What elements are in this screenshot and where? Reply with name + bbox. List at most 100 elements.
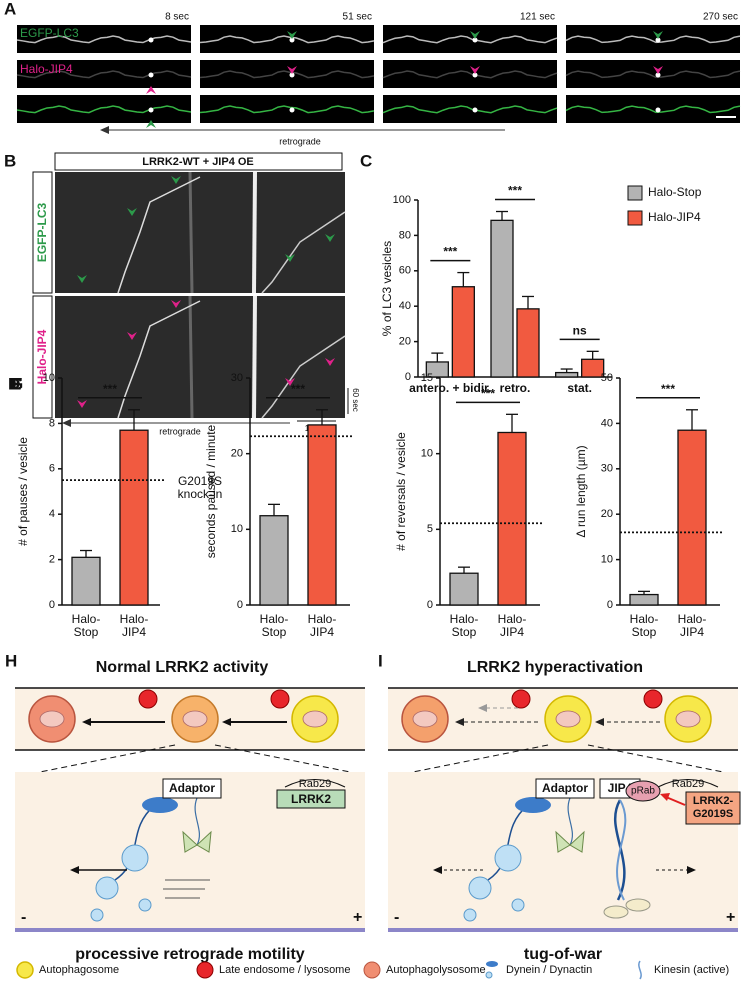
- bar: [677, 429, 707, 606]
- arrowhead: [222, 718, 231, 726]
- x-tick-label: Halo-Stop: [72, 612, 101, 639]
- kymo-trace: [117, 176, 201, 294]
- direction-label: retrograde: [159, 426, 201, 436]
- mitochondrion: [182, 710, 208, 728]
- dynein-head: [90, 908, 104, 922]
- arrowhead: [285, 378, 295, 386]
- y-tick-label: 8: [49, 417, 55, 429]
- panel-label: H: [5, 651, 17, 670]
- text-line: Stop: [262, 625, 287, 639]
- legend-icon: [638, 960, 642, 980]
- plus-end: +: [353, 909, 362, 926]
- legend-swatch: [627, 210, 643, 226]
- y-axis-label: Δ run length (µm): [574, 445, 588, 537]
- zoom-line: [214, 744, 351, 773]
- arrowhead: [653, 66, 663, 74]
- micrograph: [200, 95, 374, 123]
- text-line: Stop: [74, 625, 99, 639]
- vesicle: [148, 72, 154, 78]
- text-line: Halo-: [630, 612, 659, 626]
- y-tick-label: 15: [421, 372, 433, 384]
- text-line: Stop: [452, 625, 477, 639]
- bar: [490, 219, 514, 378]
- dynactin: [142, 797, 178, 813]
- significance-label: ***: [443, 245, 457, 259]
- time-label: 8 sec: [165, 12, 189, 23]
- caption: tug-of-war: [524, 946, 602, 963]
- dynein-head: [138, 898, 152, 912]
- text-line: JIP4: [122, 625, 146, 639]
- bar: [71, 556, 101, 606]
- y-tick-label: 30: [231, 372, 243, 384]
- mitochondrion: [302, 710, 328, 728]
- arrowhead: [62, 419, 71, 427]
- y-tick-label: 2: [49, 554, 55, 566]
- arrowhead: [470, 31, 480, 39]
- neurite: [382, 35, 558, 44]
- kymo-trace: [252, 171, 257, 294]
- text-line: Halo-: [260, 612, 289, 626]
- rab-cap: [284, 779, 346, 788]
- arrowhead: [478, 704, 487, 712]
- x-tick-label: Halo-Stop: [630, 612, 659, 639]
- y-tick-label: 10: [43, 372, 55, 384]
- dynein-head: [463, 908, 477, 922]
- text-line: Stop: [632, 625, 657, 639]
- text-line: Halo-: [498, 612, 527, 626]
- arrowhead: [653, 31, 663, 39]
- y-tick-label: 10: [421, 448, 433, 460]
- y-tick-label: 0: [607, 599, 613, 611]
- header-box: [54, 152, 343, 171]
- vesicle: [655, 37, 661, 43]
- late-endosome: [270, 689, 290, 709]
- minus-end: -: [21, 909, 26, 926]
- panel-title: LRRK2 hyperactivation: [467, 659, 643, 676]
- neurite: [199, 70, 375, 79]
- text-line: knock-in: [178, 487, 223, 501]
- neurite: [16, 105, 192, 114]
- mitochondrion: [412, 710, 438, 728]
- reference-label: G2019S knock-in: [178, 474, 223, 501]
- kymo-trace: [188, 171, 194, 294]
- text-line: Halo-: [678, 612, 707, 626]
- kymograph: [55, 296, 345, 418]
- kymo-trace: [261, 211, 346, 294]
- y-tick-label: 10: [601, 554, 613, 566]
- arrowhead: [433, 866, 442, 874]
- legend-label: Halo-Stop: [648, 185, 702, 199]
- kymo-trace: [261, 335, 346, 419]
- kinesin: [567, 797, 573, 846]
- arrowhead: [171, 176, 181, 184]
- significance-label: ***: [661, 382, 675, 396]
- kymo-trace: [252, 295, 257, 419]
- dynein-head: [494, 844, 522, 872]
- x-tick-label: Halo-JIP4: [120, 612, 149, 639]
- panel-label: A: [4, 0, 16, 18]
- vesicle: [289, 72, 295, 78]
- dynein-head: [511, 898, 525, 912]
- neurite: [16, 70, 192, 79]
- text-line: JIP4: [310, 625, 334, 639]
- bar: [516, 308, 540, 378]
- y-tick-label: 100: [393, 194, 411, 206]
- arrowhead: [285, 254, 295, 262]
- vesicle: [289, 37, 295, 43]
- legend-icon: [485, 971, 493, 979]
- panel-label: D: [8, 374, 20, 393]
- x-tick-label: antero. + bidir.: [409, 381, 491, 395]
- header-title: LRRK2-WT + JIP4 OE: [142, 156, 254, 168]
- y-tick-label: 0: [427, 599, 433, 611]
- y-tick-label: 10: [231, 523, 243, 535]
- arrowhead: [660, 793, 670, 801]
- micrograph: [200, 25, 374, 53]
- y-tick-label: 5: [427, 523, 433, 535]
- kinase-box: [276, 789, 346, 809]
- bar: [451, 286, 475, 378]
- kinesin-head: [196, 830, 212, 853]
- mitochondrion: [675, 710, 701, 728]
- kinase-label: LRRK2-G2019S: [693, 795, 734, 820]
- y-tick-label: 0: [237, 599, 243, 611]
- neurite: [565, 70, 741, 79]
- prab: [625, 780, 661, 802]
